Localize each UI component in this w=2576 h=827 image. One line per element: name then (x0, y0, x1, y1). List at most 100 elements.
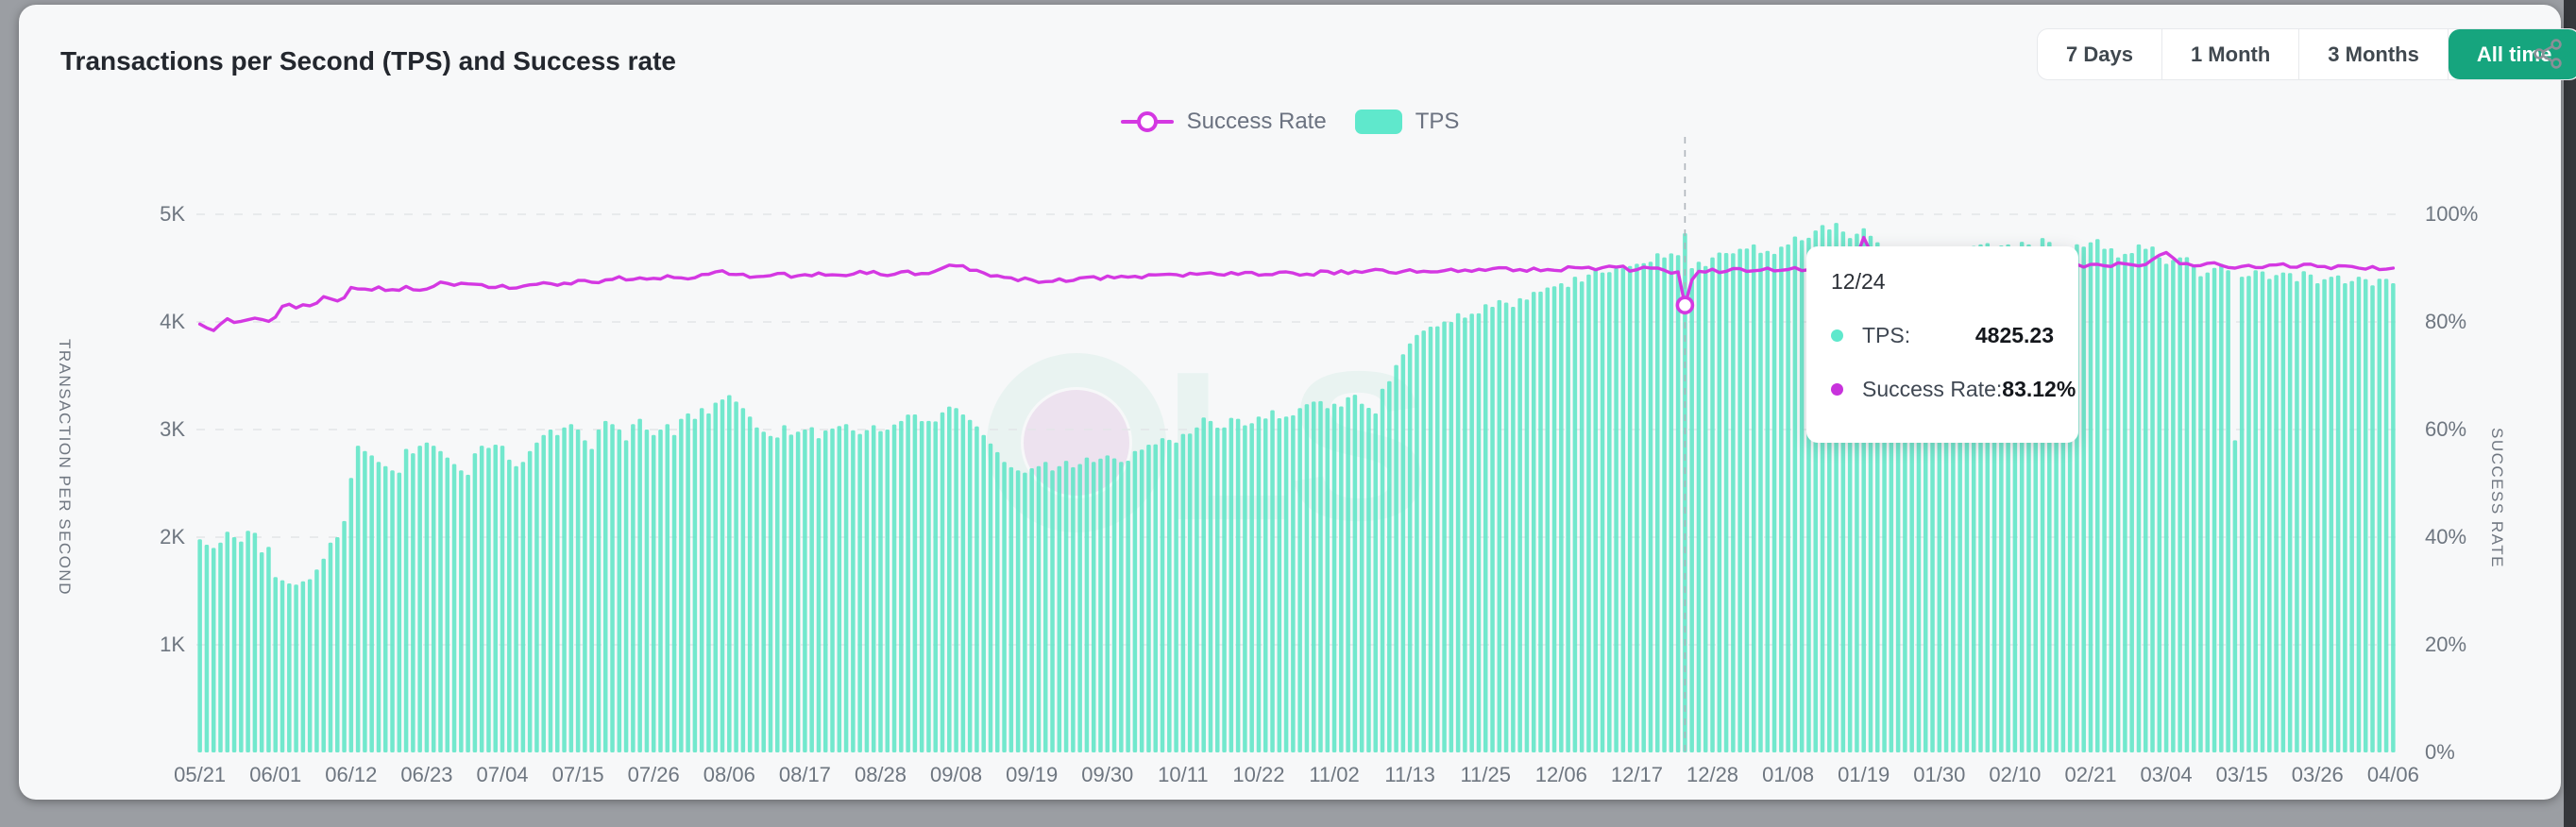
tps-bar[interactable] (589, 448, 594, 753)
tps-bar[interactable] (1703, 265, 1708, 752)
tps-bar[interactable] (1744, 248, 1750, 752)
tps-bar[interactable] (816, 438, 822, 752)
range-button-1-month[interactable]: 1 Month (2162, 29, 2300, 79)
tps-bar[interactable] (328, 542, 333, 752)
tps-bar[interactable] (1517, 297, 1522, 752)
tps-bar[interactable] (1098, 458, 1103, 752)
tps-bar[interactable] (637, 418, 642, 752)
tps-bar[interactable] (348, 478, 354, 752)
tps-bar[interactable] (2287, 273, 2293, 752)
tps-bar[interactable] (1421, 330, 1426, 752)
tps-bar[interactable] (534, 442, 539, 752)
tps-bar[interactable] (885, 430, 890, 752)
tps-bar[interactable] (1126, 461, 1130, 752)
tps-bar[interactable] (1146, 445, 1151, 752)
tps-bar[interactable] (1669, 253, 1674, 752)
tps-bar[interactable] (583, 440, 587, 752)
tps-bar[interactable] (651, 434, 656, 752)
tps-bar[interactable] (864, 430, 870, 753)
tps-bar[interactable] (1229, 417, 1234, 752)
tps-bar[interactable] (2226, 270, 2230, 752)
tps-bar[interactable] (1297, 408, 1302, 752)
tps-bar[interactable] (2129, 253, 2134, 752)
tps-bar[interactable] (472, 453, 478, 752)
tps-bar[interactable] (280, 580, 285, 752)
tps-bar[interactable] (1627, 265, 1633, 752)
tps-bar[interactable] (231, 537, 237, 752)
tps-bar[interactable] (300, 581, 306, 752)
tps-bar[interactable] (2301, 271, 2306, 752)
tps-bar[interactable] (761, 431, 766, 752)
tps-bar[interactable] (2280, 272, 2286, 752)
tps-bar[interactable] (1442, 321, 1447, 752)
tps-bar[interactable] (445, 457, 450, 752)
tps-bar[interactable] (1435, 326, 1440, 752)
tps-bar[interactable] (2171, 260, 2176, 752)
tps-bar[interactable] (1036, 465, 1042, 752)
tps-bar[interactable] (967, 419, 973, 752)
tps-bar[interactable] (507, 459, 512, 752)
tps-bar[interactable] (1771, 253, 1777, 752)
tps-bar[interactable] (1015, 470, 1021, 752)
tps-bar[interactable] (713, 402, 718, 753)
tps-bar[interactable] (527, 450, 533, 752)
tps-bar[interactable] (1751, 244, 1756, 752)
tps-bar[interactable] (926, 420, 931, 752)
tps-bar[interactable] (803, 430, 807, 752)
tps-bar[interactable] (1455, 312, 1461, 752)
tps-bar[interactable] (1339, 406, 1344, 753)
tps-bar[interactable] (1559, 283, 1564, 752)
tps-bar[interactable] (411, 453, 415, 752)
tps-bar[interactable] (1331, 403, 1337, 752)
tps-bar[interactable] (1675, 255, 1681, 752)
tps-bar[interactable] (1710, 257, 1715, 752)
tps-bar[interactable] (1084, 457, 1090, 752)
tps-bar[interactable] (1042, 462, 1048, 752)
tps-bar[interactable] (706, 413, 711, 752)
tps-bar[interactable] (273, 577, 278, 752)
tps-bar[interactable] (1648, 262, 1653, 752)
tps-bar[interactable] (1524, 299, 1530, 752)
tps-bar[interactable] (514, 465, 518, 752)
tps-bar[interactable] (2363, 278, 2368, 752)
tps-bar[interactable] (1304, 404, 1310, 752)
tps-bar[interactable] (225, 532, 230, 752)
tps-bar[interactable] (1091, 462, 1096, 752)
tps-bar[interactable] (665, 424, 670, 752)
tps-bar[interactable] (933, 421, 938, 752)
tps-bar[interactable] (1394, 364, 1398, 752)
tps-bar[interactable] (555, 434, 560, 752)
tps-bar[interactable] (747, 416, 753, 752)
tps-bar[interactable] (1002, 462, 1007, 752)
tps-bar[interactable] (246, 531, 250, 752)
tps-bar[interactable] (575, 430, 581, 752)
tps-bar[interactable] (335, 537, 340, 752)
tps-bar[interactable] (754, 427, 759, 752)
tps-bar[interactable] (2335, 275, 2341, 752)
tps-bar[interactable] (1497, 299, 1502, 752)
tps-bar[interactable] (1723, 253, 1729, 752)
tps-bar[interactable] (906, 414, 910, 752)
tps-bar[interactable] (692, 418, 698, 752)
tps-bar[interactable] (2109, 248, 2114, 752)
tps-bar[interactable] (2391, 283, 2396, 752)
plot-area[interactable] (196, 127, 2397, 752)
tps-bar[interactable] (2095, 239, 2100, 752)
tps-bar[interactable] (1415, 334, 1419, 752)
tps-bar[interactable] (2267, 278, 2272, 752)
tps-bar[interactable] (1469, 313, 1474, 752)
tps-bar[interactable] (1050, 470, 1055, 752)
tps-bar[interactable] (2198, 276, 2203, 753)
tps-bar[interactable] (1105, 455, 1110, 752)
tps-bar[interactable] (307, 579, 313, 753)
tps-bar[interactable] (1607, 272, 1612, 752)
tps-bar[interactable] (851, 430, 856, 752)
tps-bar[interactable] (2349, 280, 2354, 752)
browser-scrollbar-strip[interactable] (2564, 0, 2576, 827)
tps-bar[interactable] (1538, 291, 1543, 752)
tps-bar[interactable] (857, 433, 862, 752)
tps-bar[interactable] (1057, 465, 1062, 752)
tps-bar[interactable] (1277, 418, 1282, 752)
tps-bar[interactable] (314, 569, 319, 752)
tps-bar[interactable] (1263, 418, 1268, 752)
